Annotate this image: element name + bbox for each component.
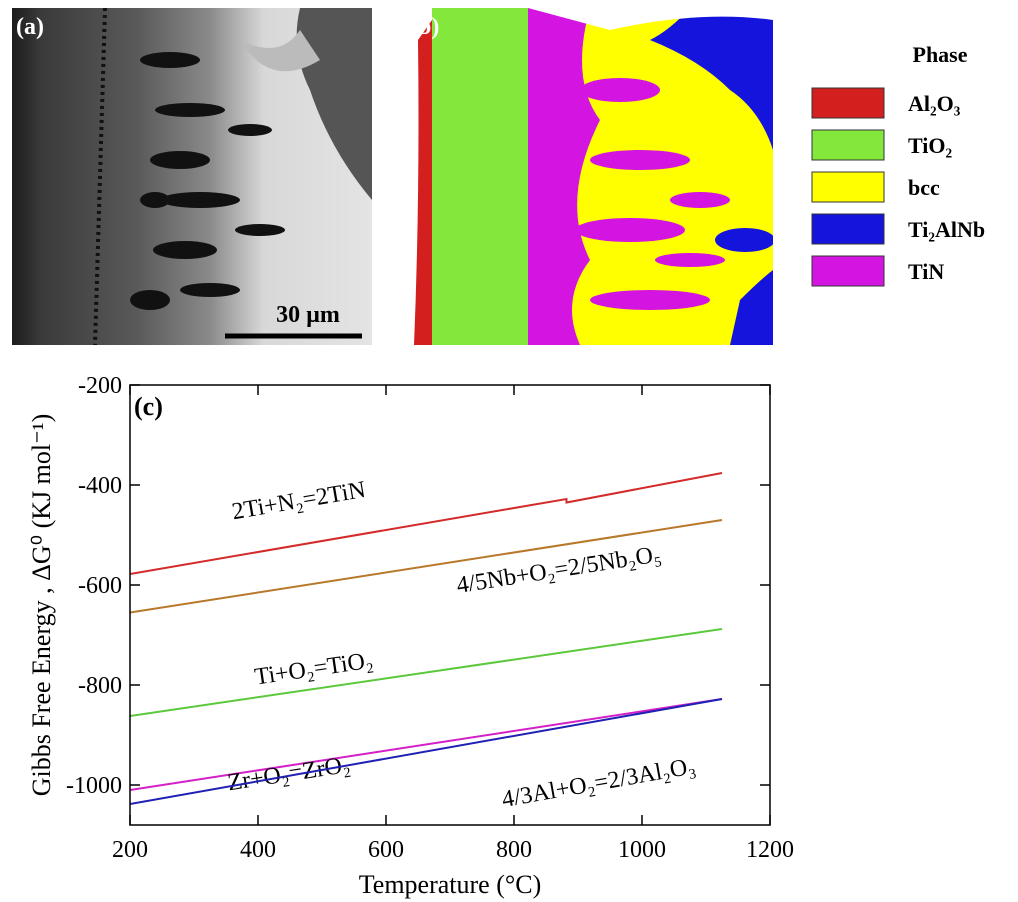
chart: 200 400 600 800 1000 1200 -200 -400 -600 -800 -100… (27, 373, 794, 899)
legend-title: Phase (913, 42, 968, 67)
legend-label: bcc (908, 175, 940, 200)
y-tick-label: -800 (78, 673, 122, 699)
legend-label: Ti₂AlNb (908, 217, 985, 242)
panel-label: (c) (134, 392, 163, 421)
legend-swatch (811, 213, 885, 245)
x-axis-label: Temperature (°C) (359, 870, 542, 899)
phase-map (405, 8, 773, 345)
line-label: 4/5Nb+O₂=2/5Nb₂O₅ (455, 541, 663, 599)
y-tick-label: -400 (78, 473, 122, 499)
legend-swatch (811, 255, 885, 287)
line-label: Ti+O₂=TiO₂ (253, 648, 375, 691)
legend: Al₂O₃ TiO₂ bcc Ti₂AlNb TiN (811, 87, 985, 287)
y-tick-label: -600 (78, 573, 122, 599)
x-tick-label: 200 (112, 837, 148, 863)
x-tick-label: 1000 (618, 837, 666, 863)
legend-swatch (811, 171, 885, 203)
y-tick-label: -1000 (66, 773, 122, 799)
line-label: 2Ti+N₂=2TiN (230, 477, 368, 525)
legend-swatch (811, 87, 885, 119)
line-label: Zr+O₂=ZrO₂ (226, 752, 352, 797)
legend-label: TiN (908, 259, 944, 284)
x-tick-label: 400 (240, 837, 276, 863)
plot-frame (129, 384, 771, 826)
line (130, 698, 723, 805)
scale-bar-label: 30 µm (276, 302, 340, 328)
line (130, 519, 723, 614)
x-tick-label: 800 (496, 837, 532, 863)
legend-label: Al₂O₃ (908, 91, 961, 116)
panel-label: (b) (410, 14, 439, 40)
x-tick-label: 1200 (746, 837, 794, 863)
line-label: 4/3Al+O₂=2/3Al₂O₃ (500, 753, 698, 813)
line (130, 628, 723, 717)
micrograph (12, 8, 372, 345)
y-tick-label: -200 (78, 373, 122, 399)
x-tick-label: 600 (368, 837, 404, 863)
legend-label: TiO₂ (908, 133, 953, 158)
y-axis-label: Gibbs Free Energy , ΔG⁰ (KJ mol⁻¹) (27, 414, 56, 797)
line (130, 472, 723, 575)
panel-label: (a) (16, 14, 44, 40)
legend-swatch (811, 129, 885, 161)
line (130, 698, 723, 791)
